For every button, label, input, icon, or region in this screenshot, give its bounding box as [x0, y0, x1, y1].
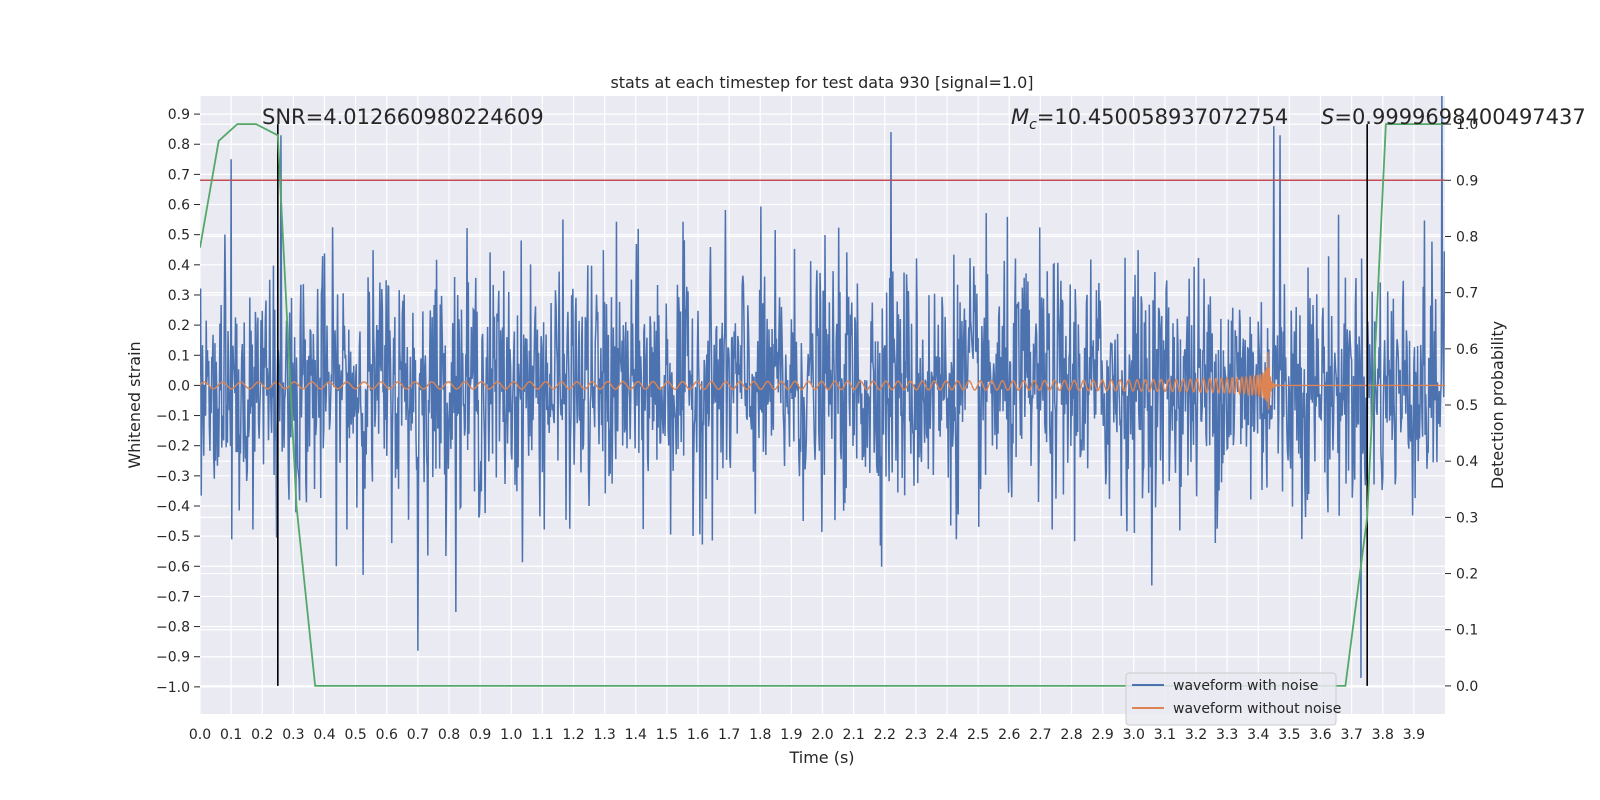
series-waveform-without-noise [200, 352, 1445, 410]
y-left-tick-label-19: −1.0 [156, 680, 190, 696]
y-left-tick-label-0: 0.9 [168, 107, 190, 123]
y-left-tick-label-16: −0.7 [156, 589, 190, 605]
mc-subscript: c [1029, 117, 1037, 133]
x-tick-label-28: 2.8 [1060, 727, 1082, 743]
y-axis-left-ticks: 0.9 0.8 0.7 0.6 0.5 0.4 0.3 0.2 0.1 0.0 −0.1 −0.2 −0… [156, 107, 200, 696]
y-left-tick-label-5: 0.4 [168, 258, 190, 274]
y-left-tick-label-1: 0.8 [168, 137, 190, 153]
x-tick-label-21: 2.1 [842, 727, 864, 743]
s-value: =0.9999698400497437 [1334, 105, 1585, 129]
y-right-tick-label-1: 0.9 [1456, 173, 1478, 189]
x-tick-label-32: 3.2 [1185, 727, 1207, 743]
x-tick-label-15: 1.5 [656, 727, 678, 743]
y-right-tick-label-5: 0.5 [1456, 398, 1478, 414]
x-axis-label: Time (s) [788, 748, 854, 767]
x-tick-label-29: 2.9 [1091, 727, 1113, 743]
chart-title: stats at each timestep for test data 930… [610, 73, 1033, 92]
y-right-tick-label-10: 0.0 [1456, 679, 1478, 695]
y-left-tick-label-2: 0.7 [168, 167, 190, 183]
y-left-tick-label-18: −0.9 [156, 650, 190, 666]
y-left-tick-label-12: −0.3 [156, 469, 190, 485]
y-right-tick-label-0: 1.0 [1456, 117, 1478, 133]
y-right-tick-label-2: 0.8 [1456, 229, 1478, 245]
x-tick-label-11: 1.1 [531, 727, 553, 743]
x-tick-label-24: 2.4 [936, 727, 958, 743]
y-left-tick-label-6: 0.3 [168, 288, 190, 304]
x-tick-label-7: 0.7 [407, 727, 429, 743]
x-tick-label-26: 2.6 [998, 727, 1020, 743]
y-left-tick-label-17: −0.8 [156, 620, 190, 636]
x-tick-label-5: 0.5 [344, 727, 366, 743]
y-left-tick-label-3: 0.6 [168, 198, 190, 214]
s-annotation: S=0.9999698400497437 [1321, 105, 1586, 129]
y-left-tick-label-11: −0.2 [156, 439, 190, 455]
x-tick-label-23: 2.3 [905, 727, 927, 743]
y-right-tick-label-8: 0.2 [1456, 567, 1478, 583]
x-tick-label-10: 1.0 [500, 727, 522, 743]
x-tick-label-1: 0.1 [220, 727, 242, 743]
x-tick-label-33: 3.3 [1216, 727, 1238, 743]
x-tick-label-3: 0.3 [282, 727, 304, 743]
y-axis-right-ticks: 1.0 0.9 0.8 0.7 0.6 0.5 0.4 0.3 0.2 0.1 0.0 [1445, 117, 1478, 695]
y-left-tick-label-15: −0.6 [156, 559, 190, 575]
x-tick-label-27: 2.7 [1029, 727, 1051, 743]
x-tick-label-38: 3.8 [1372, 727, 1394, 743]
x-tick-label-36: 3.6 [1309, 727, 1331, 743]
x-tick-label-22: 2.2 [874, 727, 896, 743]
x-tick-label-14: 1.4 [625, 727, 647, 743]
series-waveform-with-noise [200, 96, 1445, 678]
legend-label-clean: waveform without noise [1173, 701, 1341, 717]
x-tick-label-35: 3.5 [1278, 727, 1300, 743]
y-left-tick-label-4: 0.5 [168, 228, 190, 244]
y-axis-left-label: Whitened strain [125, 341, 144, 468]
y-right-tick-label-7: 0.3 [1456, 510, 1478, 526]
y-right-tick-label-6: 0.4 [1456, 454, 1478, 470]
legend-label-noise: waveform with noise [1173, 678, 1318, 694]
y-left-tick-label-10: −0.1 [156, 409, 190, 425]
plot-area [200, 96, 1445, 687]
x-tick-label-4: 0.4 [313, 727, 335, 743]
x-tick-label-17: 1.7 [718, 727, 740, 743]
mc-value: =10.450058937072754 [1037, 105, 1288, 129]
x-axis-ticks: 0.0 0.1 0.2 0.3 0.4 0.5 0.6 0.7 0.8 0.9 1.0 1.1 1.2 1… [189, 727, 1425, 743]
y-left-tick-label-14: −0.5 [156, 529, 190, 545]
legend-box [1125, 672, 1337, 726]
x-tick-label-0: 0.0 [189, 727, 211, 743]
x-tick-label-9: 0.9 [469, 727, 491, 743]
y-left-tick-label-7: 0.2 [168, 318, 190, 334]
x-tick-label-31: 3.1 [1154, 727, 1176, 743]
x-tick-label-39: 3.9 [1403, 727, 1425, 743]
y-left-tick-label-13: −0.4 [156, 499, 190, 515]
y-right-tick-label-4: 0.6 [1456, 342, 1478, 358]
x-tick-label-13: 1.3 [593, 727, 615, 743]
x-tick-label-19: 1.9 [780, 727, 802, 743]
x-tick-label-30: 3.0 [1123, 727, 1145, 743]
x-tick-label-16: 1.6 [687, 727, 709, 743]
x-tick-label-25: 2.5 [967, 727, 989, 743]
y-left-tick-label-8: 0.1 [168, 348, 190, 364]
x-tick-label-2: 0.2 [251, 727, 273, 743]
mc-annotation: Mc=10.450058937072754 [1011, 105, 1288, 133]
y-left-tick-label-9: 0.0 [168, 378, 190, 394]
x-tick-label-20: 2.0 [811, 727, 833, 743]
y-axis-right-label: Detection probability [1488, 321, 1507, 489]
x-tick-label-34: 3.4 [1247, 727, 1269, 743]
y-right-tick-label-3: 0.7 [1456, 286, 1478, 302]
mc-symbol: M [1011, 105, 1029, 129]
x-tick-label-8: 0.8 [438, 727, 460, 743]
s-symbol: S [1321, 105, 1334, 129]
snr-annotation: SNR=4.012660980224609 [262, 105, 544, 129]
x-tick-label-6: 0.6 [376, 727, 398, 743]
series-detection-probability [200, 123, 1445, 687]
y-right-tick-label-9: 0.1 [1456, 623, 1478, 639]
x-tick-label-12: 1.2 [562, 727, 584, 743]
x-tick-label-37: 3.7 [1340, 727, 1362, 743]
legend: waveform with noise waveform without noi… [1125, 672, 1341, 726]
x-tick-label-18: 1.8 [749, 727, 771, 743]
